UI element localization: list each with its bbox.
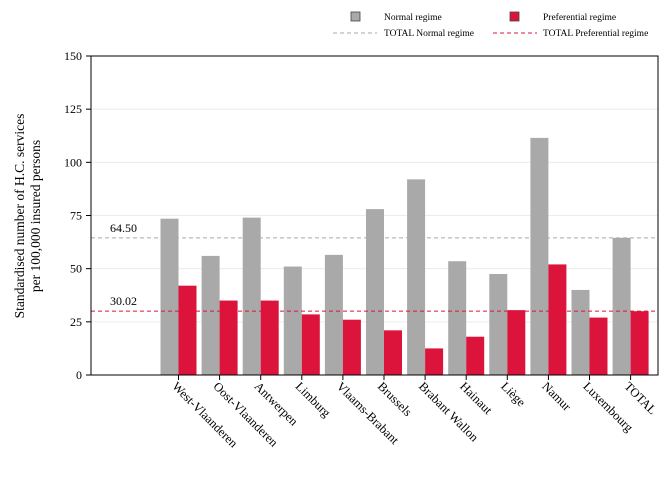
bar-normal-regime [201, 255, 220, 375]
bar-preferential-regime [548, 264, 567, 375]
legend-label-normal: Normal regime [384, 13, 442, 23]
x-tick-label: Brussels [375, 379, 415, 419]
y-tick-label: 75 [70, 209, 82, 223]
bar-preferential-regime [260, 300, 279, 375]
legend-label-total-preferential: TOTAL Preferential regime [543, 28, 648, 39]
x-tick-label: Liège [498, 379, 528, 409]
legend-swatch-normal [350, 11, 361, 22]
bar-normal-regime [242, 217, 261, 375]
reference-line-label: 64.50 [110, 221, 137, 235]
bar-preferential-regime [219, 300, 238, 375]
bar-preferential-regime [342, 319, 361, 375]
bar-normal-regime [448, 261, 467, 375]
bar-normal-regime [530, 137, 549, 375]
reference-line-label: 30.02 [110, 294, 137, 308]
x-axis-ticks: West-VlaanderenOost-VlaanderenAntwerpenL… [169, 375, 659, 451]
y-tick-label: 50 [70, 262, 82, 276]
reference-lines: 64.50 30.02 [91, 221, 658, 312]
plot-border [90, 55, 659, 376]
bar-normal-regime [571, 289, 590, 375]
y-tick-label: 100 [64, 155, 82, 169]
bar-normal-regime [407, 179, 426, 375]
x-tick-label: Hainaut [457, 379, 495, 417]
bar-preferential-regime [301, 314, 320, 375]
plot-frame [90, 55, 659, 376]
x-tick-label: Namur [539, 379, 574, 414]
y-tick-label: 150 [64, 49, 82, 63]
x-tick-label: TOTAL [621, 379, 659, 417]
bar-normal-regime [160, 218, 179, 375]
legend-swatch-preferential [509, 11, 520, 22]
bar-preferential-regime [507, 310, 526, 375]
y-tick-label: 0 [76, 368, 82, 382]
bar-normal-regime [612, 237, 631, 375]
legend: Normal regime Preferential regime TOTAL No… [333, 11, 648, 39]
bar-preferential-regime [384, 330, 402, 375]
bar-normal-regime [489, 273, 508, 375]
y-axis-title: Standardised number of H.C. servicesper … [12, 114, 43, 319]
bar-preferential-regime [630, 311, 649, 375]
bar-normal-regime [283, 266, 302, 375]
legend-label-preferential: Preferential regime [543, 12, 616, 23]
bar-preferential-regime [589, 317, 608, 375]
legend-label-total-normal: TOTAL Normal regime [384, 29, 474, 39]
y-axis-title-line: Standardised number of H.C. services [12, 114, 27, 319]
bar-preferential-regime [466, 336, 485, 375]
y-tick-label: 25 [70, 315, 82, 329]
y-tick-label: 125 [64, 102, 82, 116]
bar-normal-regime [324, 254, 343, 375]
y-axis-label: Standardised number of H.C. servicesper … [12, 114, 43, 319]
bars [160, 137, 649, 375]
bar-preferential-regime [178, 285, 197, 375]
y-axis-ticks: 0 25 50 75 100 125 150 [64, 49, 91, 382]
x-tick-label: Limburg [293, 379, 334, 420]
bar-normal-regime [366, 209, 384, 375]
bar-preferential-regime [425, 348, 444, 375]
y-axis-title-line: per 100,000 insured persons [28, 140, 43, 292]
